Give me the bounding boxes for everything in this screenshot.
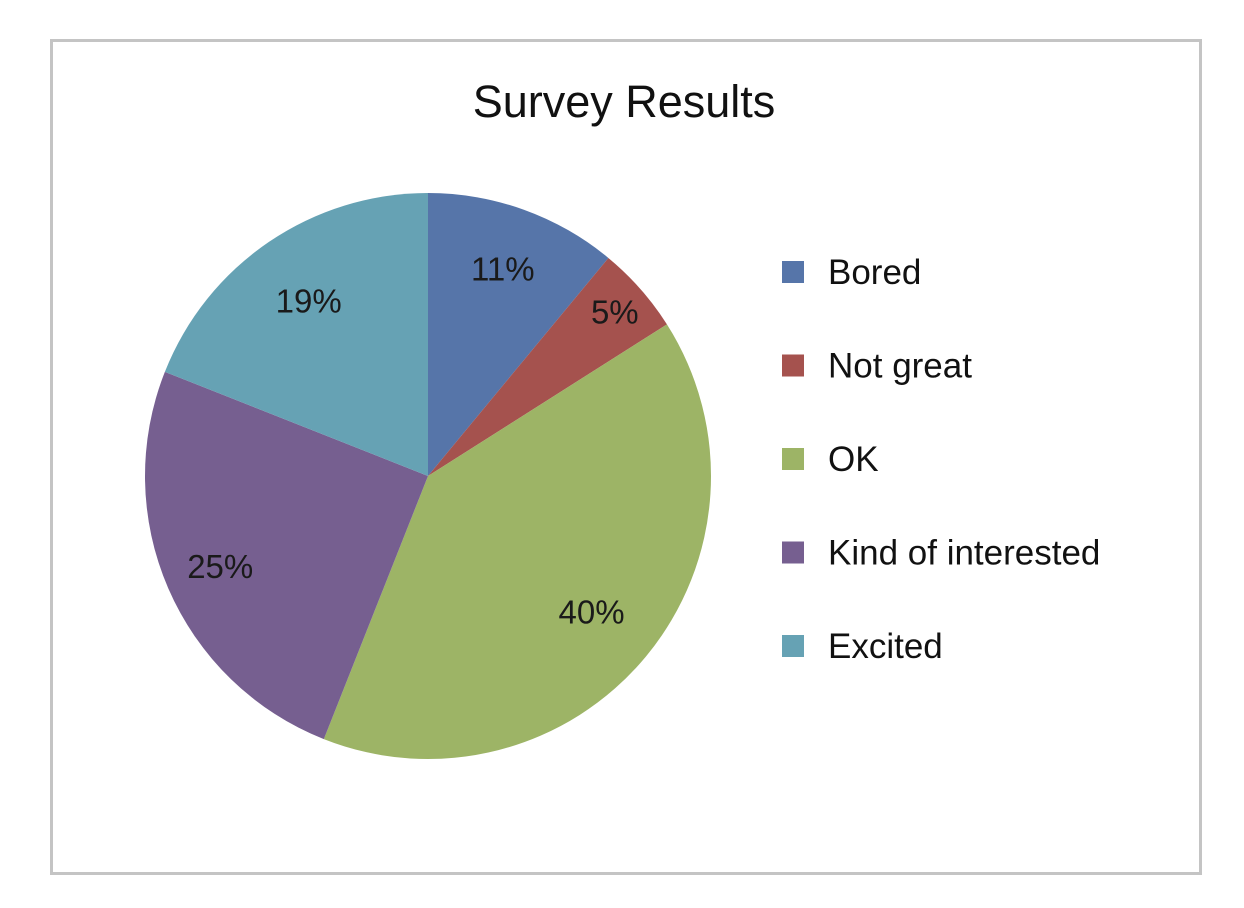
legend-label-ok: OK: [828, 440, 879, 479]
pie-slice-bored: [428, 193, 609, 476]
legend-swatch-excited: [782, 635, 804, 657]
pie-slice-kind-of-interested: [145, 371, 429, 740]
pie-slice-not-great: [428, 257, 667, 476]
pie-slice-labels: 11% 5% 40% 25% 19%: [187, 250, 638, 630]
legend-label-not-great: Not great: [828, 347, 972, 386]
legend-swatch-ok: [782, 448, 804, 470]
pie-slice-ok: [323, 324, 711, 760]
legend-label-kind-of-interested: Kind of interested: [828, 534, 1100, 573]
pie-slices: [145, 193, 711, 760]
slice-label-kind-of-interested: 25%: [187, 548, 253, 585]
slice-label-not-great: 5%: [591, 293, 639, 330]
legend-swatch-kind-of-interested: [782, 541, 804, 564]
legend-swatch-bored: [782, 261, 804, 283]
pie-slice-excited: [164, 193, 428, 476]
slice-label-bored: 11%: [471, 250, 535, 287]
slice-label-ok: 40%: [559, 593, 625, 630]
legend-label-excited: Excited: [828, 627, 943, 666]
legend: Bored Not great OK Kind of interested Excite…: [782, 253, 1100, 666]
legend-swatch-not-great: [782, 354, 804, 377]
legend-label-bored: Bored: [828, 253, 921, 292]
chart-title: Survey Results: [473, 76, 776, 127]
slice-label-excited: 19%: [276, 282, 342, 319]
